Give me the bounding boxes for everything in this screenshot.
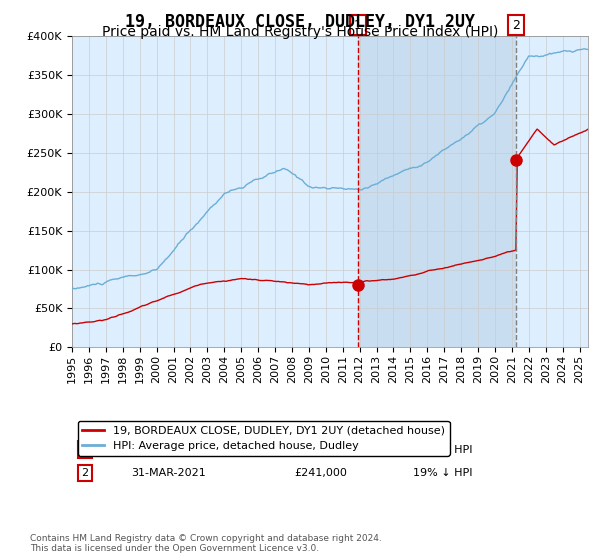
Text: £241,000: £241,000 <box>294 468 347 478</box>
Text: 1: 1 <box>354 18 362 32</box>
Text: £80,000: £80,000 <box>294 445 340 455</box>
Text: 31-MAR-2021: 31-MAR-2021 <box>131 468 206 478</box>
Text: 19, BORDEAUX CLOSE, DUDLEY, DY1 2UY: 19, BORDEAUX CLOSE, DUDLEY, DY1 2UY <box>125 13 475 31</box>
Text: 28-NOV-2011: 28-NOV-2011 <box>131 445 206 455</box>
Bar <box>358 36 516 347</box>
Text: 1: 1 <box>82 445 88 455</box>
Text: 59% ↓ HPI: 59% ↓ HPI <box>413 445 472 455</box>
Text: 2: 2 <box>82 468 88 478</box>
Text: Price paid vs. HM Land Registry's House Price Index (HPI): Price paid vs. HM Land Registry's House … <box>102 25 498 39</box>
Text: 19% ↓ HPI: 19% ↓ HPI <box>413 468 472 478</box>
Text: Contains HM Land Registry data © Crown copyright and database right 2024.
This d: Contains HM Land Registry data © Crown c… <box>30 534 382 553</box>
Text: 2: 2 <box>512 18 520 32</box>
Legend: 19, BORDEAUX CLOSE, DUDLEY, DY1 2UY (detached house), HPI: Average price, detach: 19, BORDEAUX CLOSE, DUDLEY, DY1 2UY (det… <box>77 421 449 456</box>
